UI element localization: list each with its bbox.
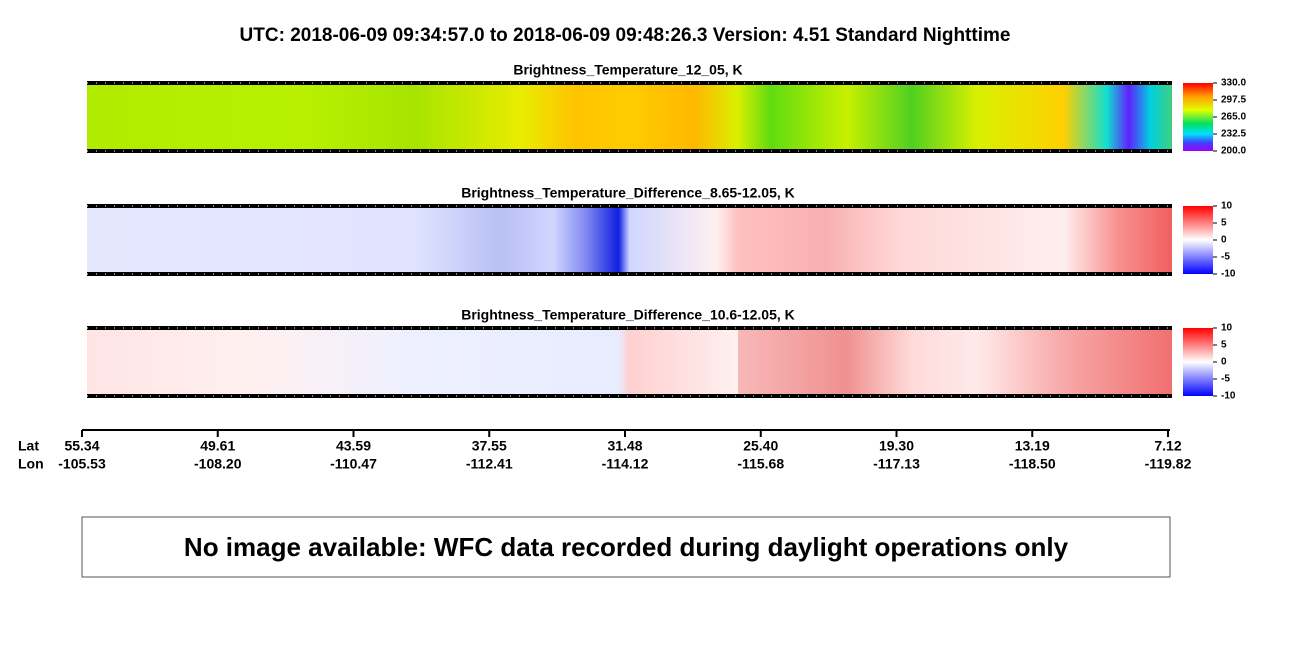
image-strip (87, 83, 1172, 151)
lat-label: Lat (18, 438, 39, 454)
colorbar-label: 0 (1221, 235, 1227, 246)
notice: No image available: WFC data recorded du… (184, 532, 1069, 562)
lon-value: -115.68 (737, 456, 784, 472)
colorbar (1183, 328, 1213, 396)
lat-value: 55.34 (64, 438, 99, 454)
panel-title: Brightness_Temperature_Difference_8.65-1… (461, 185, 795, 201)
lat-value: 43.59 (336, 438, 371, 454)
lon-value: -119.82 (1145, 456, 1192, 472)
lon-value: -117.13 (873, 456, 920, 472)
colorbar (1183, 206, 1213, 274)
page-title: UTC: 2018-06-09 09:34:57.0 to 2018-06-09… (240, 25, 1011, 46)
colorbar-label: -10 (1221, 391, 1236, 402)
lon-value: -114.12 (602, 456, 649, 472)
panel-title: Brightness_Temperature_Difference_10.6-1… (461, 307, 795, 323)
image-strip (87, 206, 1172, 274)
lat-value: 19.30 (879, 438, 914, 454)
colorbar-label: 10 (1221, 201, 1233, 212)
lat-value: 37.55 (472, 438, 507, 454)
lat-value: 31.48 (607, 438, 642, 454)
colorbar-label: 232.5 (1221, 129, 1246, 140)
colorbar-label: 265.0 (1221, 112, 1246, 123)
colorbar-label: 297.5 (1221, 95, 1246, 106)
colorbar-label: 200.0 (1221, 146, 1246, 157)
lon-value: -110.47 (330, 456, 377, 472)
lon-value: -118.50 (1009, 456, 1056, 472)
image-strip (87, 328, 1172, 396)
colorbar-label: -10 (1221, 269, 1236, 280)
colorbar-label: -5 (1221, 252, 1230, 263)
colorbar-label: 0 (1221, 357, 1227, 368)
colorbar-label: -5 (1221, 374, 1230, 385)
panel-title: Brightness_Temperature_12_05, K (513, 62, 742, 78)
colorbar-label: 10 (1221, 323, 1233, 334)
lon-value: -105.53 (58, 456, 106, 472)
lat-value: 49.61 (200, 438, 235, 454)
notice-box (81, 516, 1171, 578)
lat-value: 25.40 (743, 438, 778, 454)
lon-label: Lon (18, 456, 44, 472)
colorbar-label: 5 (1221, 340, 1227, 351)
colorbar (1183, 83, 1213, 151)
lat-value: 13.19 (1015, 438, 1050, 454)
colorbar-label: 330.0 (1221, 78, 1246, 89)
lon-value: -108.20 (194, 456, 242, 472)
colorbar-label: 5 (1221, 218, 1227, 229)
lat-value: 7.12 (1154, 438, 1181, 454)
lon-value: -112.41 (466, 456, 513, 472)
